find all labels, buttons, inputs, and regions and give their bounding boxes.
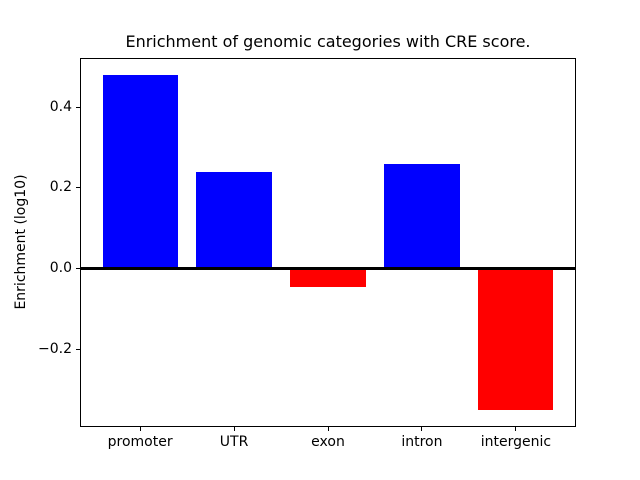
x-tick-label-exon: exon [311, 434, 345, 450]
x-tick-mark [139, 427, 141, 431]
x-tick-label-promoter: promoter [107, 434, 173, 450]
x-tick-mark [515, 427, 517, 431]
y-tick-mark [76, 106, 80, 108]
bar-UTR [196, 171, 272, 269]
y-tick-mark [76, 268, 80, 270]
y-tick-label: 0.4 [49, 98, 72, 115]
bar-intron [384, 163, 460, 269]
x-tick-mark [421, 427, 423, 431]
bar-promoter [102, 74, 178, 269]
x-tick-mark [327, 427, 329, 431]
y-tick-label: −0.2 [38, 341, 72, 358]
x-tick-label-intron: intron [401, 434, 443, 450]
x-tick-label-UTR: UTR [219, 434, 249, 450]
zero-line [80, 267, 576, 271]
y-tick-mark [76, 187, 80, 189]
bar-intergenic [478, 268, 554, 411]
bar-exon [290, 268, 366, 287]
chart-title: Enrichment of genomic categories with CR… [125, 32, 531, 51]
x-tick-mark [233, 427, 235, 431]
y-tick-label: 0.0 [49, 260, 72, 277]
y-tick-mark [76, 349, 80, 351]
x-tick-label-intergenic: intergenic [480, 434, 552, 450]
y-tick-label: 0.2 [49, 179, 72, 196]
